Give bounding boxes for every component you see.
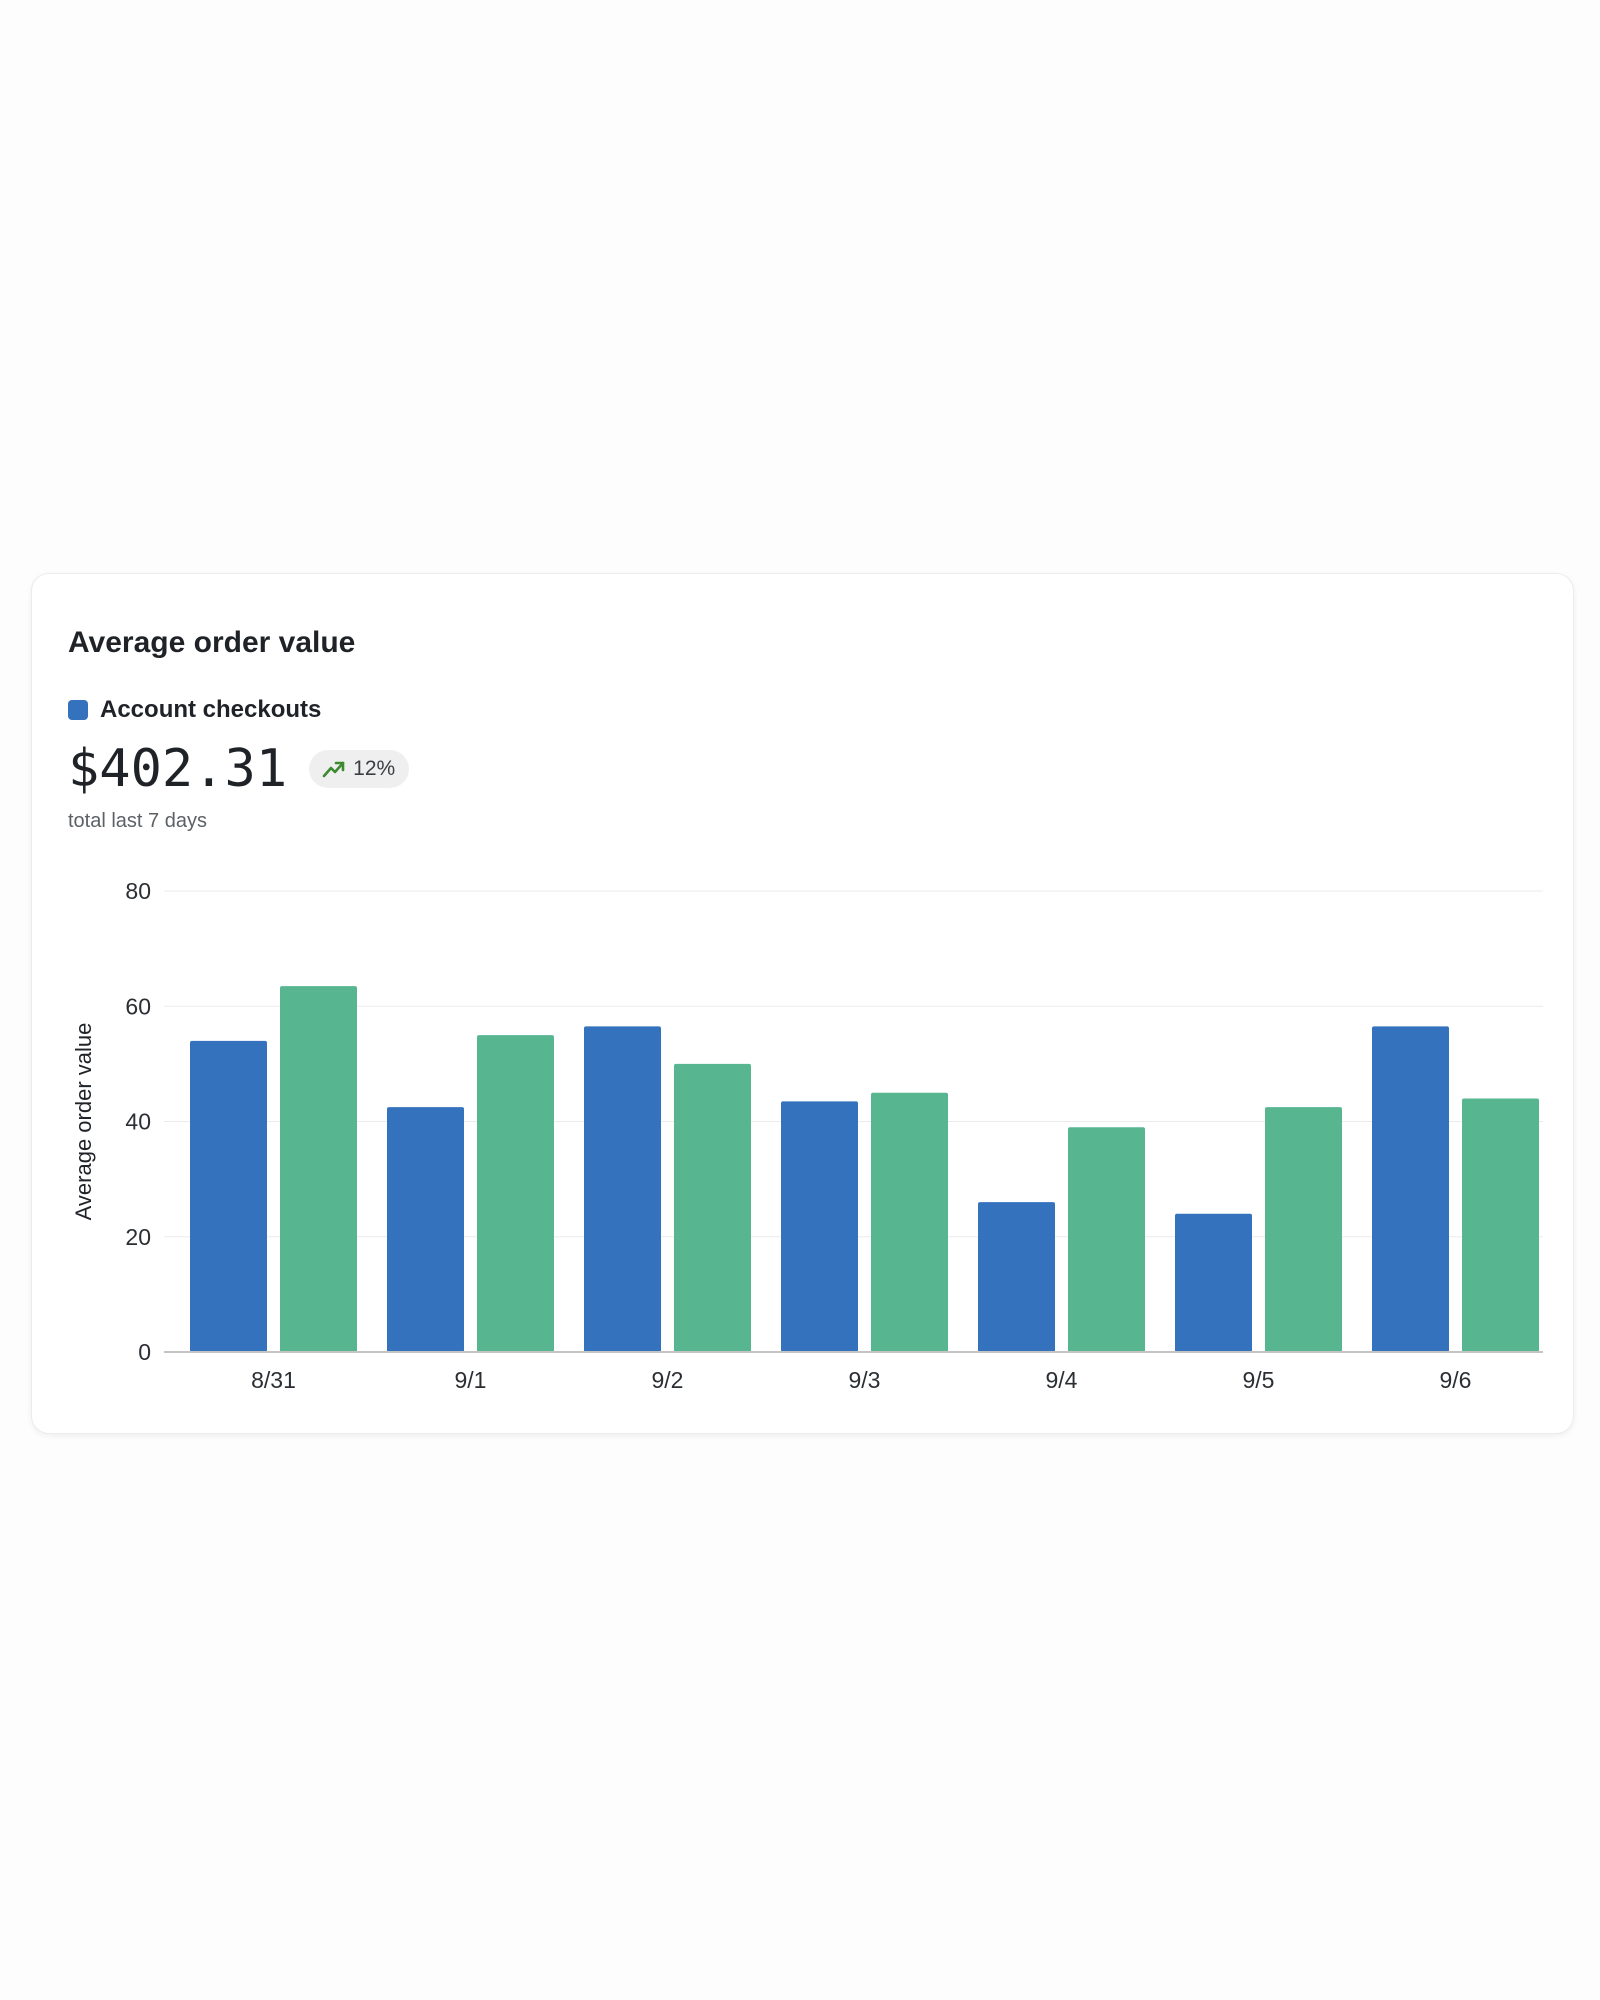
bar-series-2: [674, 1063, 751, 1352]
trend-percentage: 12%: [353, 757, 396, 780]
x-tick-label: 9/4: [1046, 1367, 1078, 1393]
bar-series-1: [584, 1026, 661, 1352]
x-tick-label: 9/5: [1243, 1367, 1275, 1393]
bar-series-2: [1265, 1107, 1342, 1352]
y-tick-label: 80: [125, 878, 151, 904]
bar-series-2: [871, 1092, 948, 1352]
bar-series-1: [190, 1040, 267, 1352]
y-tick-label: 20: [125, 1224, 151, 1250]
trending-up-icon: [321, 756, 347, 782]
bar-series-2: [280, 986, 357, 1352]
bar-series-1: [1372, 1026, 1449, 1352]
bar-series-1: [387, 1107, 464, 1352]
bar-series-1: [978, 1202, 1055, 1352]
metric-row: $402.31 12%: [68, 739, 410, 799]
bar-series-2: [477, 1035, 554, 1352]
chart-legend: Account checkouts: [68, 696, 321, 724]
metric-caption: total last 7 days: [68, 810, 207, 832]
legend-label-account-checkouts: Account checkouts: [100, 696, 322, 723]
bar-series-2: [1068, 1127, 1145, 1352]
x-tick-label: 9/2: [652, 1367, 684, 1393]
bar-series-1: [781, 1101, 858, 1352]
bar-series-2: [1462, 1098, 1539, 1352]
y-tick-label: 0: [138, 1339, 151, 1365]
card-title: Average order value: [68, 626, 356, 659]
trend-badge: 12%: [309, 750, 410, 788]
x-tick-label: 9/1: [455, 1367, 487, 1393]
bar-series-1: [1175, 1213, 1252, 1352]
average-order-value-card: Average order value Account checkouts $4…: [31, 573, 1574, 1434]
y-axis-label: Average order value: [71, 1023, 96, 1221]
y-tick-label: 40: [125, 1109, 151, 1135]
legend-swatch-account-checkouts: [68, 700, 88, 720]
x-tick-label: 9/3: [849, 1367, 881, 1393]
x-tick-label: 8/31: [251, 1367, 296, 1393]
x-tick-label: 9/6: [1440, 1367, 1472, 1393]
metric-value: $402.31: [68, 739, 288, 799]
y-tick-label: 60: [125, 993, 151, 1019]
